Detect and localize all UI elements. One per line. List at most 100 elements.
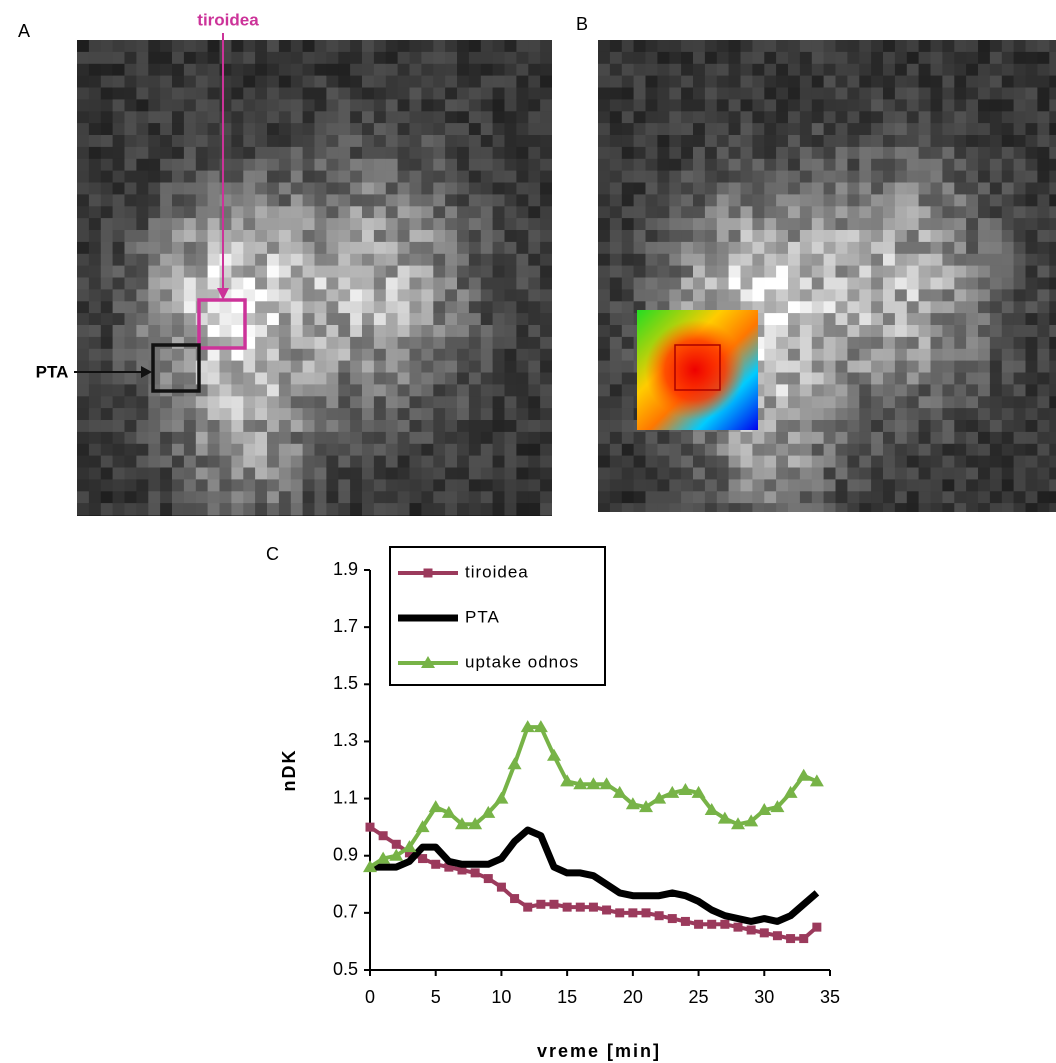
pixel	[421, 301, 434, 314]
scan-image-a	[77, 40, 552, 516]
pixel	[1049, 111, 1056, 124]
pixel	[160, 63, 173, 77]
pixel	[373, 360, 387, 373]
pixel	[409, 313, 422, 326]
pixel	[764, 63, 777, 77]
pixel	[160, 289, 173, 302]
pixel	[124, 503, 137, 516]
pixel	[302, 277, 315, 290]
pixel	[468, 360, 482, 373]
pixel	[480, 99, 494, 112]
pixel	[77, 158, 90, 172]
pixel	[883, 241, 896, 255]
panel-label: B	[576, 14, 588, 34]
pixel	[195, 51, 209, 65]
pixel	[243, 348, 256, 362]
pixel	[183, 325, 197, 338]
pixel	[716, 123, 730, 136]
pixel	[930, 265, 943, 278]
pixel	[835, 123, 848, 136]
pixel	[231, 63, 244, 77]
pixel	[207, 360, 220, 373]
pixel	[978, 87, 991, 100]
pixel	[231, 360, 244, 373]
pixel	[918, 360, 931, 373]
pixel	[978, 111, 991, 124]
pixel	[350, 230, 363, 243]
pixel	[966, 467, 979, 480]
pixel	[302, 420, 315, 433]
pixel	[219, 135, 232, 148]
pixel	[373, 51, 387, 65]
pixel	[621, 241, 635, 255]
pixel	[633, 503, 646, 512]
pixel	[894, 301, 908, 314]
pixel	[195, 408, 209, 421]
pixel	[267, 40, 280, 53]
pixel	[1013, 170, 1026, 183]
pixel	[835, 51, 848, 65]
pixel	[468, 325, 482, 338]
pixel	[930, 111, 943, 124]
pixel	[207, 384, 220, 397]
pixel	[989, 348, 1003, 362]
pixel	[397, 348, 410, 362]
pixel	[645, 503, 658, 512]
pixel	[930, 408, 943, 421]
pixel	[326, 372, 339, 385]
pixel	[942, 455, 955, 468]
pixel	[338, 325, 351, 338]
pixel	[954, 253, 967, 267]
pixel	[338, 503, 351, 516]
pixel	[112, 360, 125, 373]
pixel	[124, 230, 137, 243]
pixel	[516, 230, 529, 243]
pixel	[314, 336, 327, 350]
pixel	[219, 146, 232, 160]
pixel	[989, 431, 1003, 445]
pixel	[645, 467, 658, 480]
pixel	[609, 146, 623, 160]
pixel	[373, 99, 387, 112]
marker	[431, 859, 441, 869]
pixel	[148, 87, 161, 100]
pixel	[776, 51, 789, 65]
pixel	[183, 253, 197, 267]
pixel	[799, 123, 813, 136]
pixel	[835, 40, 848, 53]
marker	[680, 916, 690, 926]
pixel	[480, 253, 494, 267]
pixel	[172, 40, 185, 53]
pixel	[124, 384, 137, 397]
pixel	[445, 479, 458, 492]
chart: 0.50.70.91.11.31.51.71.90 5 10 15 20 25 30 35vr…	[279, 546, 840, 1061]
pixel	[859, 51, 872, 65]
pixel	[88, 206, 102, 219]
pixel	[930, 206, 943, 219]
pixel	[894, 158, 908, 172]
pixel	[966, 265, 979, 278]
pixel	[112, 479, 125, 492]
pixel	[421, 396, 434, 409]
pixel	[350, 443, 363, 457]
pixel	[112, 265, 125, 278]
pixel	[100, 479, 114, 492]
pixel	[219, 218, 232, 231]
pixel	[835, 146, 848, 160]
pixel	[1013, 182, 1026, 195]
pixel	[124, 443, 137, 457]
pixel	[1001, 443, 1015, 457]
pixel	[1001, 467, 1015, 480]
pixel	[468, 218, 482, 231]
pixel	[468, 455, 482, 468]
pixel	[350, 182, 363, 195]
pixel	[397, 230, 410, 243]
pixel	[835, 158, 848, 172]
pixel	[540, 170, 552, 183]
pixel	[350, 111, 363, 124]
pixel	[278, 348, 292, 362]
pixel	[421, 63, 434, 77]
pixel	[1049, 170, 1056, 183]
pixel	[540, 384, 552, 397]
pixel	[598, 158, 611, 172]
